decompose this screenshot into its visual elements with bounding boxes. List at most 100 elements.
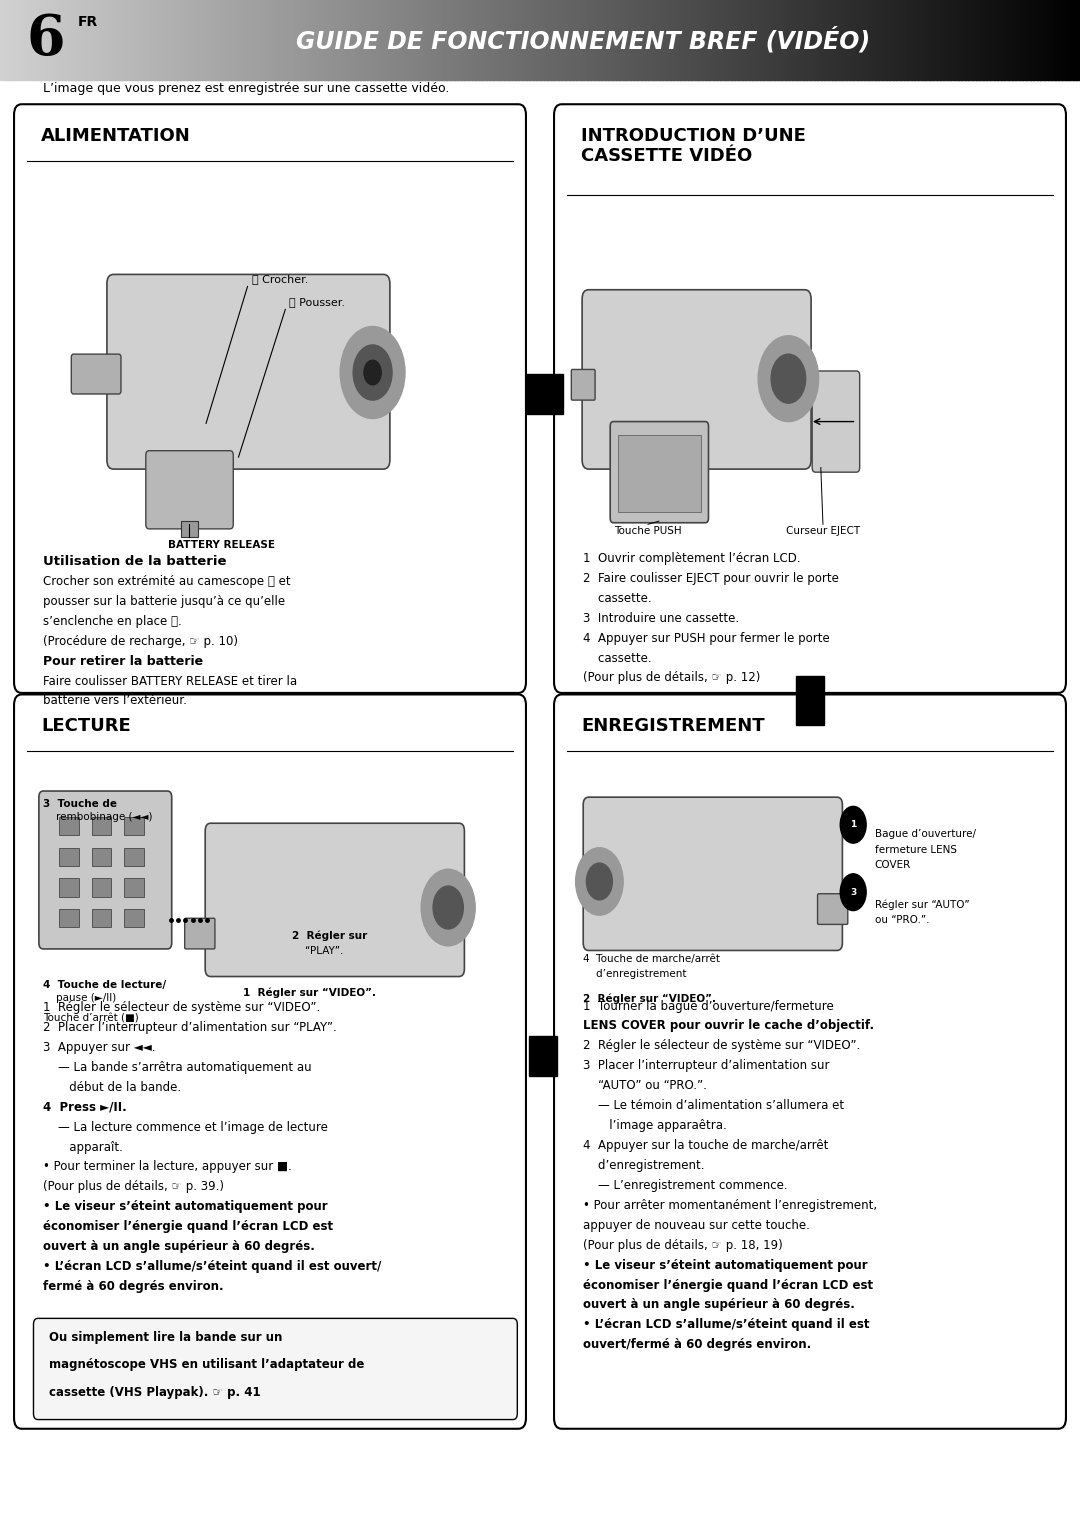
Bar [1018,0,1024,80]
Bar [522,0,527,80]
Text: Touche d’arrêt (■): Touche d’arrêt (■) [43,1013,139,1024]
Bar [893,0,897,80]
Bar [972,0,976,80]
Text: 2  Faire coulisser EJECT pour ouvrir le porte: 2 Faire coulisser EJECT pour ouvrir le p… [583,572,839,584]
Bar [659,0,663,80]
Bar [572,0,577,80]
Bar [181,521,198,537]
Bar [602,0,606,80]
Text: d’enregistrement: d’enregistrement [583,969,687,980]
Bar [370,0,376,80]
Bar [796,676,824,725]
Bar [403,0,408,80]
Text: Ⓐ Crocher.: Ⓐ Crocher. [252,274,308,284]
Bar [346,0,350,80]
Bar [640,0,646,80]
Bar [108,0,112,80]
Text: LECTURE: LECTURE [41,717,131,736]
Bar [1062,0,1067,80]
Text: économiser l’énergie quand l’écran LCD est: économiser l’énergie quand l’écran LCD e… [43,1220,334,1233]
Bar [529,1036,557,1076]
Bar [537,0,541,80]
Bar [694,0,700,80]
Bar [932,0,937,80]
Bar [562,0,566,80]
Bar [532,0,538,80]
Bar [778,0,782,80]
Bar [450,0,455,80]
Bar [983,0,987,80]
Bar [86,0,91,80]
Text: Touche PUSH: Touche PUSH [615,526,681,537]
Bar [245,0,249,80]
Bar [51,0,55,80]
Bar [489,0,495,80]
Text: ENREGISTREMENT: ENREGISTREMENT [581,717,765,736]
Bar [748,0,754,80]
FancyBboxPatch shape [818,894,848,924]
Bar [68,0,73,80]
Bar [292,0,296,80]
Bar [278,0,282,80]
Bar [875,0,879,80]
Bar [464,0,469,80]
Bar [558,0,563,80]
Bar [677,0,681,80]
Bar [234,0,239,80]
Bar [508,0,512,80]
Bar [673,0,678,80]
Bar [846,0,851,80]
Bar [335,0,339,80]
Text: Utilisation de la batterie: Utilisation de la batterie [43,555,227,567]
FancyBboxPatch shape [583,797,842,950]
Bar [936,0,941,80]
Bar [252,0,257,80]
Text: 4  Appuyer sur PUSH pour fermer le porte: 4 Appuyer sur PUSH pour fermer le porte [583,632,829,644]
Text: 4  Press ►/II.: 4 Press ►/II. [43,1101,127,1113]
Bar [597,0,603,80]
Bar [353,0,357,80]
Bar [295,0,300,80]
Text: 1: 1 [850,820,856,829]
Bar [144,0,149,80]
Text: 1  Tourner la bague d’ouverture/fermeture: 1 Tourner la bague d’ouverture/fermeture [583,1000,834,1012]
Bar [59,909,79,927]
Circle shape [840,806,866,843]
Bar [630,0,635,80]
Bar [835,0,840,80]
Text: Curseur EJECT: Curseur EJECT [786,526,860,537]
Bar [497,0,501,80]
Text: • Le viseur s’éteint automatiquement pour: • Le viseur s’éteint automatiquement pou… [583,1259,868,1271]
Bar [124,848,144,866]
Bar [618,435,701,512]
Bar [356,0,361,80]
Bar [151,0,156,80]
Bar [92,909,111,927]
Bar [1051,0,1056,80]
Text: s’enclenche en place Ⓑ.: s’enclenche en place Ⓑ. [43,615,181,627]
Bar [813,0,819,80]
Bar [288,0,293,80]
Circle shape [421,869,475,946]
Bar [608,0,613,80]
Bar [738,0,743,80]
Bar [764,0,768,80]
Bar [133,0,138,80]
Bar [648,0,652,80]
Bar [46,0,52,80]
Bar [435,0,441,80]
Bar [759,0,765,80]
Bar [940,0,944,80]
Text: 2  Régler le sélecteur de système sur “VIDEO”.: 2 Régler le sélecteur de système sur “VI… [583,1039,861,1052]
Bar [1044,0,1049,80]
Bar [173,0,177,80]
Bar [910,0,916,80]
Text: — La bande s’arrêtra automatiquement au: — La bande s’arrêtra automatiquement au [43,1061,312,1073]
Bar [886,0,890,80]
Text: Pour retirer la batterie: Pour retirer la batterie [43,655,203,667]
Bar [154,0,160,80]
Bar [1029,0,1035,80]
Bar [929,0,933,80]
Bar [1008,0,1013,80]
Bar [896,0,901,80]
